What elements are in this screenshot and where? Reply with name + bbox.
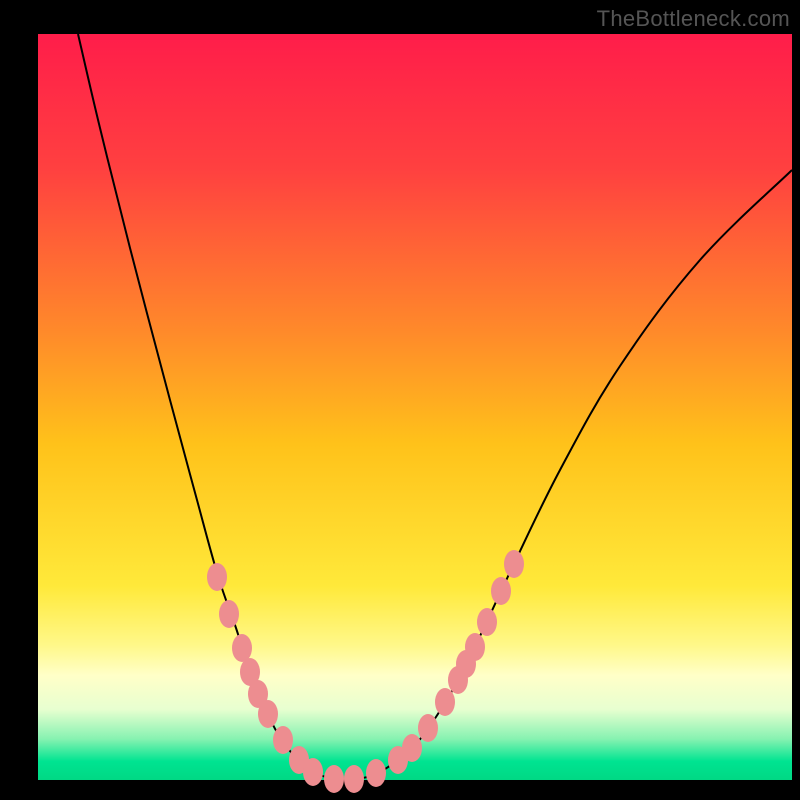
data-point-marker — [344, 765, 364, 793]
data-point-marker — [465, 633, 485, 661]
data-point-marker — [219, 600, 239, 628]
data-point-marker — [324, 765, 344, 793]
data-point-marker — [418, 714, 438, 742]
plot-background-gradient — [38, 34, 792, 780]
bottleneck-v-curve-chart — [0, 0, 800, 800]
data-point-marker — [435, 688, 455, 716]
data-point-marker — [207, 563, 227, 591]
data-point-marker — [491, 577, 511, 605]
chart-container: TheBottleneck.com — [0, 0, 800, 800]
data-point-marker — [402, 734, 422, 762]
data-point-marker — [477, 608, 497, 636]
data-point-marker — [303, 758, 323, 786]
watermark-text: TheBottleneck.com — [597, 6, 790, 32]
data-point-marker — [273, 726, 293, 754]
data-point-marker — [232, 634, 252, 662]
data-point-marker — [258, 700, 278, 728]
data-point-marker — [504, 550, 524, 578]
data-point-marker — [366, 759, 386, 787]
